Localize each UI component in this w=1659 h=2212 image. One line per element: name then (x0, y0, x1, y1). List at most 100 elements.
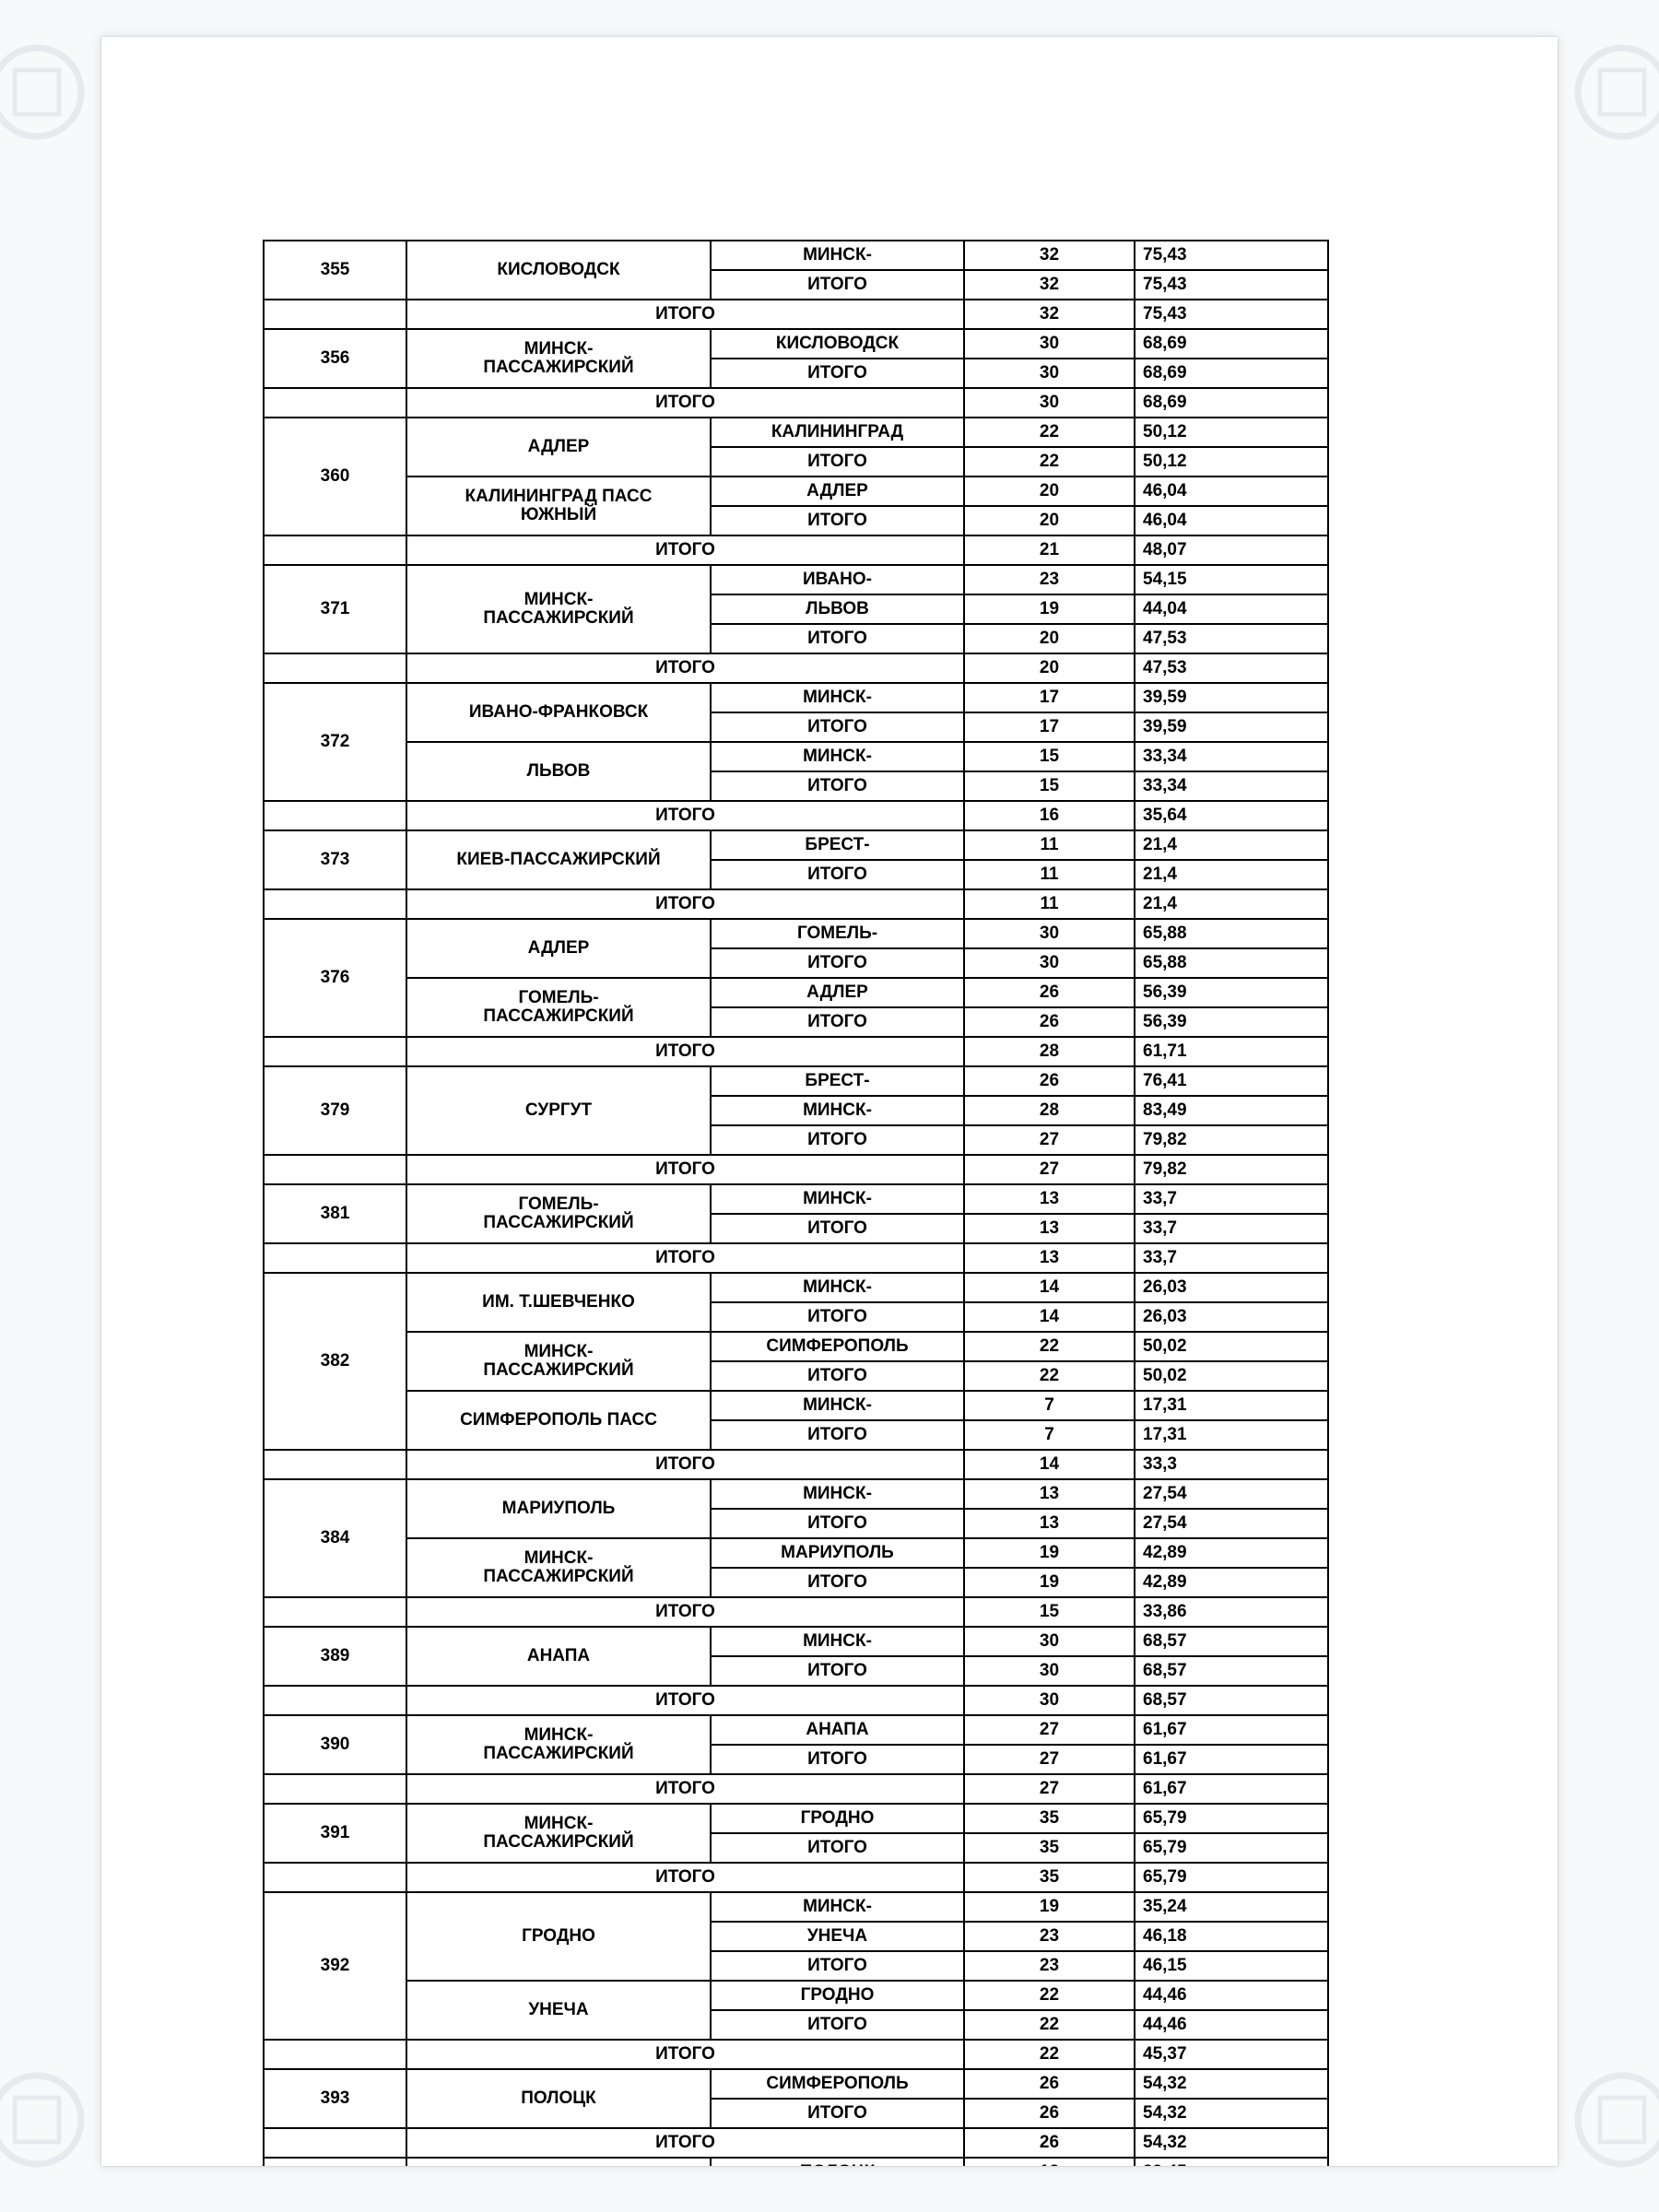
table-cell: МАРИУПОЛЬ (711, 1538, 964, 1568)
cell-text: ПАССАЖИРСКИЙ (483, 1213, 633, 1232)
table-cell: 27,54 (1135, 1479, 1328, 1509)
table-cell: 26 (964, 2128, 1135, 2158)
table-cell: ИТОГО (711, 1125, 964, 1155)
table-cell: ИТОГО (711, 712, 964, 742)
table-cell: 21 (964, 535, 1135, 565)
table-cell: 79,82 (1135, 1125, 1328, 1155)
table-cell: 27 (964, 1774, 1135, 1804)
table-cell: 390 (264, 1715, 406, 1774)
table-cell: 382 (264, 1273, 406, 1450)
table-cell: ИВАНО- (711, 565, 964, 594)
table-cell: 35,24 (1135, 1892, 1328, 1922)
table-cell: БРЕСТ- (711, 830, 964, 860)
table-cell: 13 (964, 1243, 1135, 1273)
table-cell: 65,79 (1135, 1804, 1328, 1833)
table-cell: МИНСК- (711, 1273, 964, 1302)
table-row: ИТОГО1433,3 (264, 1450, 1328, 1479)
table-cell: 26 (964, 2099, 1135, 2128)
table-cell: 54,15 (1135, 565, 1328, 594)
table-cell: ГОМЕЛЬ- (711, 919, 964, 948)
table-cell: 381 (264, 1184, 406, 1243)
table-cell: 75,43 (1135, 270, 1328, 300)
table-cell: 16 (964, 801, 1135, 830)
table-row: ИТОГО3068,69 (264, 388, 1328, 418)
cell-text: ЮЖНЫЙ (521, 505, 596, 524)
table-cell: 46,15 (1135, 1951, 1328, 1981)
table-row: ИТОГО2761,67 (264, 1774, 1328, 1804)
table-cell: 65,88 (1135, 919, 1328, 948)
table-cell: ИТОГО (406, 2128, 964, 2158)
table-cell: БРЕСТ- (711, 1066, 964, 1096)
table-cell: ПОЛОЦК (406, 2069, 711, 2128)
table-cell: 18 (964, 2158, 1135, 2166)
table-row: МИНСК-ПАССАЖИРСКИЙМАРИУПОЛЬ1942,89 (264, 1538, 1328, 1568)
table-cell: 68,69 (1135, 329, 1328, 359)
table-row: ИТОГО2861,71 (264, 1037, 1328, 1066)
table-cell: ИТОГО (406, 1863, 964, 1892)
table-row: ГОМЕЛЬ-ПАССАЖИРСКИЙАДЛЕР2656,39 (264, 978, 1328, 1007)
table-cell: ИТОГО (711, 1745, 964, 1774)
cell-text: МИНСК- (524, 1725, 594, 1745)
table-cell: 47,53 (1135, 624, 1328, 653)
table-cell: АНАПА (406, 1627, 711, 1686)
table-cell: 21,4 (1135, 889, 1328, 919)
table-cell: 22 (964, 418, 1135, 447)
table-cell: ИТОГО (711, 1568, 964, 1597)
table-cell: ИМ. Т.ШЕВЧЕНКО (406, 1273, 711, 1332)
table-row: ИТОГО2245,37 (264, 2040, 1328, 2069)
table-row: 376АДЛЕРГОМЕЛЬ-3065,88 (264, 919, 1328, 948)
table-cell: 30 (964, 948, 1135, 978)
table-cell (264, 1686, 406, 1715)
table-cell: ИТОГО (406, 1774, 964, 1804)
table-row: КАЛИНИНГРАД ПАССЮЖНЫЙАДЛЕР2046,04 (264, 477, 1328, 506)
table-cell: АДЛЕР (711, 978, 964, 1007)
cell-text: МИНСК- (524, 590, 594, 609)
table-cell: 27 (964, 1155, 1135, 1184)
table-cell: ГРОДНО (406, 1892, 711, 1981)
table-cell: АНАПА (711, 1715, 964, 1745)
table-row: ИТОГО2654,32 (264, 2128, 1328, 2158)
table-cell: 44,04 (1135, 594, 1328, 624)
table-cell: ИТОГО (711, 1361, 964, 1391)
table-row: 355КИСЛОВОДСКМИНСК-3275,43 (264, 241, 1328, 270)
table-cell: 371 (264, 565, 406, 653)
watermark-icon (1567, 37, 1659, 147)
table-cell: МИНСК- (711, 1627, 964, 1656)
table-cell: 22 (964, 1361, 1135, 1391)
table-cell: ИТОГО (406, 535, 964, 565)
table-cell: 47,53 (1135, 653, 1328, 683)
table-cell: СИМФЕРОПОЛЬ ПАСС (406, 2158, 711, 2166)
table-row: 392ГРОДНОМИНСК-1935,24 (264, 1892, 1328, 1922)
table-cell: 65,79 (1135, 1863, 1328, 1892)
table-cell: 68,57 (1135, 1656, 1328, 1686)
table-cell: 17 (964, 683, 1135, 712)
table-cell: 39,45 (1135, 2158, 1328, 2166)
table-cell: 42,89 (1135, 1538, 1328, 1568)
table-cell: ИТОГО (711, 860, 964, 889)
table-row: ИТОГО2779,82 (264, 1155, 1328, 1184)
table-row: 391МИНСК-ПАССАЖИРСКИЙГРОДНО3565,79 (264, 1804, 1328, 1833)
table-cell: 7 (964, 1420, 1135, 1450)
table-cell: 20 (964, 506, 1135, 535)
table-cell: 14 (964, 1273, 1135, 1302)
table-row: 394СИМФЕРОПОЛЬ ПАССПОЛОЦК1839,45 (264, 2158, 1328, 2166)
table-cell: 394 (264, 2158, 406, 2166)
table-cell: 15 (964, 1597, 1135, 1627)
table-cell: 33,7 (1135, 1214, 1328, 1243)
table-cell: 46,04 (1135, 477, 1328, 506)
table-cell: 30 (964, 1627, 1135, 1656)
table-cell: 23 (964, 1922, 1135, 1951)
table-row: 379СУРГУТБРЕСТ-2676,41 (264, 1066, 1328, 1096)
table-cell: 22 (964, 2010, 1135, 2040)
table-row: 371МИНСК-ПАССАЖИРСКИЙИВАНО-2354,15 (264, 565, 1328, 594)
table-cell: ЛЬВОВ (711, 594, 964, 624)
table-cell: 46,04 (1135, 506, 1328, 535)
table-row: 389АНАПАМИНСК-3068,57 (264, 1627, 1328, 1656)
table-cell: 30 (964, 1656, 1135, 1686)
table-cell: 17,31 (1135, 1420, 1328, 1450)
cell-text: ГОМЕЛЬ- (518, 988, 598, 1007)
table-cell: МИНСК-ПАССАЖИРСКИЙ (406, 329, 711, 388)
table-cell: 19 (964, 1892, 1135, 1922)
table-cell: 389 (264, 1627, 406, 1686)
table-cell (264, 653, 406, 683)
